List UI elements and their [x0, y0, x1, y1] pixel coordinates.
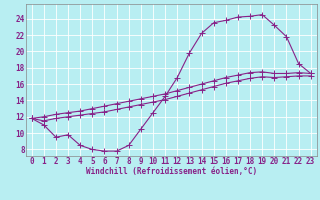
X-axis label: Windchill (Refroidissement éolien,°C): Windchill (Refroidissement éolien,°C) [86, 167, 257, 176]
